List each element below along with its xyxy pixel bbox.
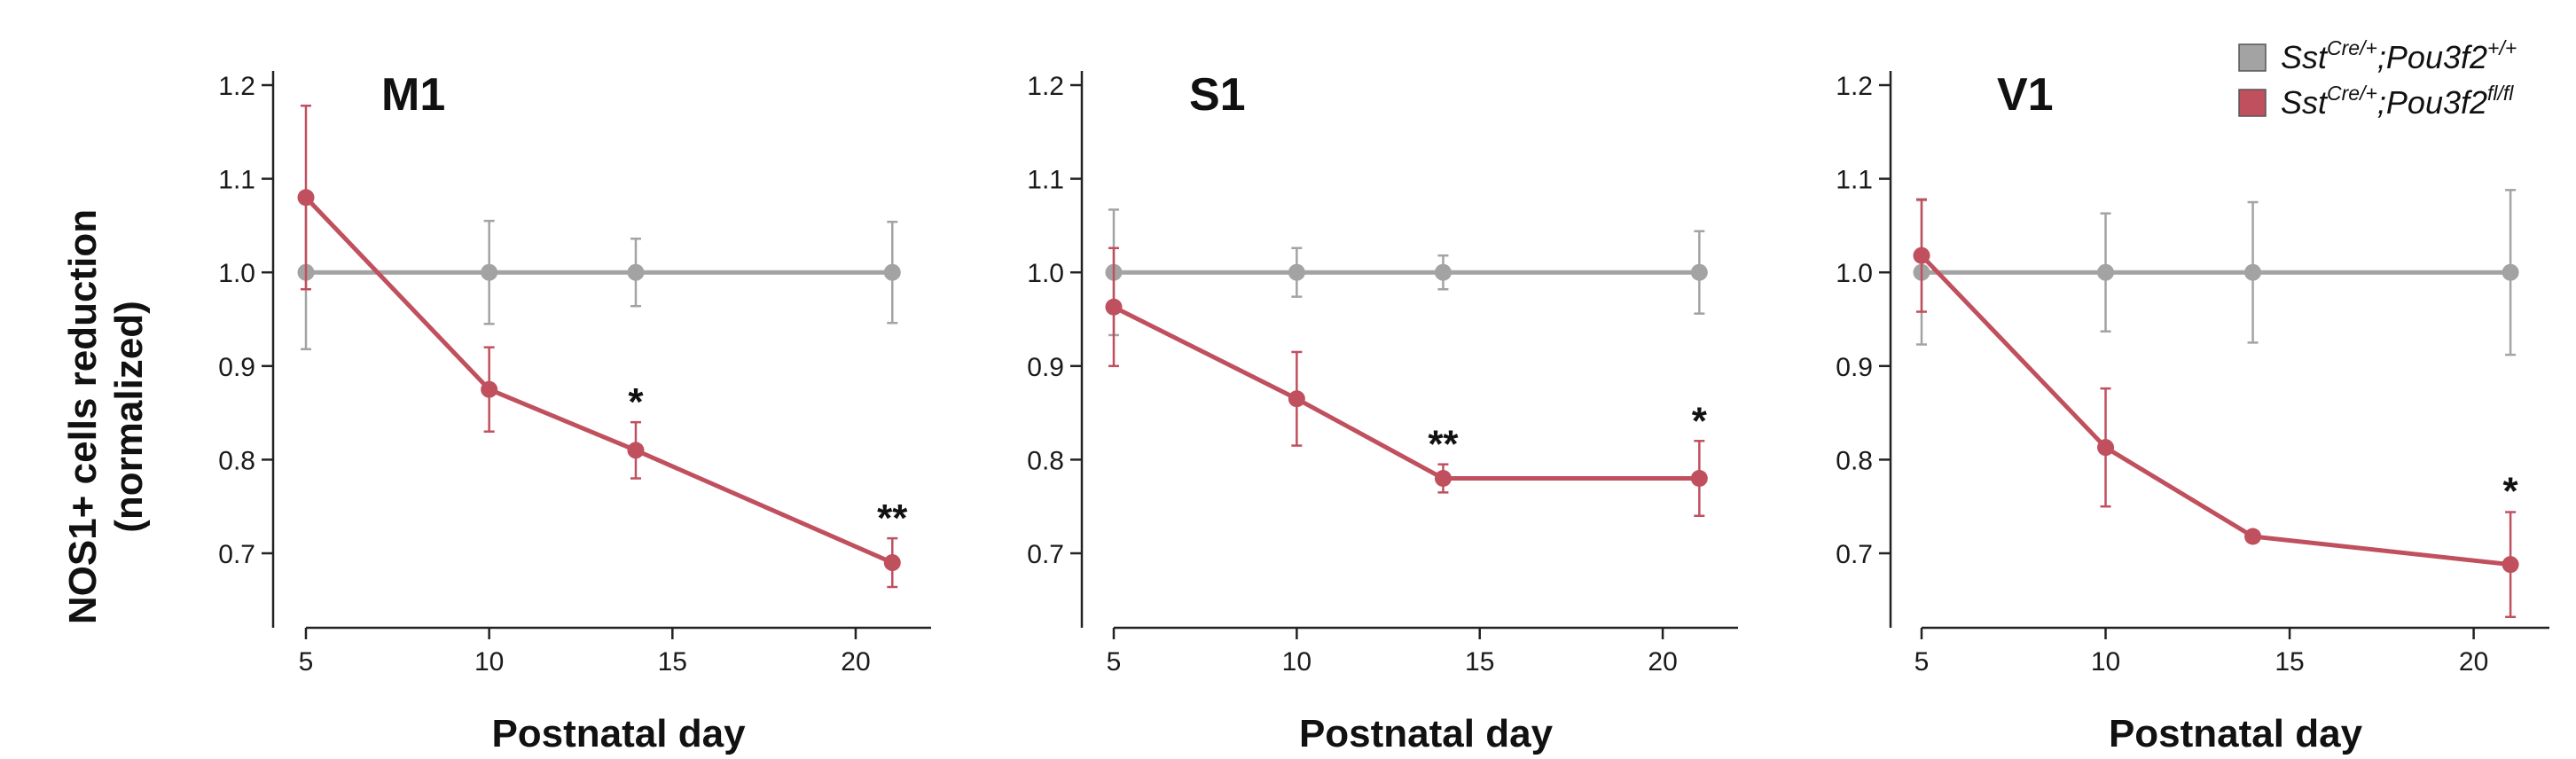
y-tick-label: 1.2 xyxy=(1836,72,1873,101)
x-axis-title: Postnatal day xyxy=(2109,712,2363,755)
x-axis-title: Postnatal day xyxy=(491,712,746,755)
data-point xyxy=(1434,263,1452,281)
x-tick-label: 15 xyxy=(658,647,687,677)
x-tick-label: 10 xyxy=(2091,647,2120,677)
x-tick-label: 5 xyxy=(299,647,314,677)
y-tick-label: 0.7 xyxy=(218,540,255,569)
x-tick-label: 20 xyxy=(841,647,870,677)
panel-s1: 1.2 1.1 1.0 0.9 0.8 0.7 5 10 15 20 Postnatal day S1… xyxy=(1027,69,1738,755)
data-point xyxy=(2502,263,2519,281)
y-tick-label: 1.0 xyxy=(1027,259,1064,288)
series-mutant xyxy=(297,104,901,589)
significance-mark: ** xyxy=(877,497,908,540)
series-mutant xyxy=(1913,198,2519,619)
data-point xyxy=(1690,470,1708,488)
data-point xyxy=(2097,439,2115,457)
y-tick-label: 1.1 xyxy=(218,166,255,195)
data-point xyxy=(2502,556,2519,574)
series-mutant xyxy=(1105,246,1708,518)
series-control xyxy=(1913,189,2519,356)
data-point xyxy=(1288,390,1305,408)
series-line xyxy=(1920,254,2511,567)
data-point xyxy=(1913,246,1930,264)
data-point xyxy=(627,442,645,459)
significance-mark: * xyxy=(1692,399,1708,442)
x-tick-label: 20 xyxy=(1648,647,1677,677)
legend-item-control: SstCre/+;Pou3f2+/+ xyxy=(2238,36,2517,75)
legend-swatch-control xyxy=(2238,43,2267,72)
y-tick-label: 0.8 xyxy=(1836,446,1873,475)
x-tick-label: 10 xyxy=(474,647,504,677)
data-point xyxy=(297,189,315,207)
y-axis-title-line1: NOS1+ cells reduction xyxy=(61,209,105,624)
y-tick-label: 1.0 xyxy=(1836,259,1873,288)
data-point xyxy=(1105,298,1123,316)
y-tick-label: 0.9 xyxy=(1027,353,1064,382)
data-point xyxy=(1288,263,1305,281)
y-tick-label: 1.2 xyxy=(218,72,255,101)
data-point xyxy=(1690,263,1708,281)
series-control xyxy=(1105,208,1708,337)
x-tick-label: 20 xyxy=(2459,647,2488,677)
series-line xyxy=(304,195,894,565)
panel-title: S1 xyxy=(1189,69,1246,121)
y-axis-title-line2: (normalized) xyxy=(107,301,151,533)
x-tick-label: 15 xyxy=(2275,647,2304,677)
data-point xyxy=(627,263,645,281)
data-point xyxy=(883,263,901,281)
x-tick-label: 10 xyxy=(1282,647,1311,677)
panel-m1: 1.2 1.1 1.0 0.9 0.8 0.7 5 10 15 20 Postnatal day M1… xyxy=(218,69,931,755)
data-point xyxy=(1434,470,1452,488)
legend-swatch-mutant xyxy=(2238,89,2267,117)
y-tick-label: 0.9 xyxy=(1836,353,1873,382)
y-tick-label: 0.8 xyxy=(218,446,255,475)
data-point xyxy=(2244,528,2262,545)
legend-label-control: SstCre/+;Pou3f2+/+ xyxy=(2281,36,2517,75)
y-tick-label: 1.1 xyxy=(1027,166,1064,195)
y-tick-label: 1.2 xyxy=(1027,72,1064,101)
panel-title: M1 xyxy=(381,69,445,121)
significance-mark: ** xyxy=(1428,423,1459,466)
legend-item-mutant: SstCre/+;Pou3f2fl/fl xyxy=(2238,82,2514,121)
panel-title: V1 xyxy=(1997,69,2054,121)
significance-mark: * xyxy=(628,380,644,424)
series-control xyxy=(297,194,901,351)
significance-mark: * xyxy=(2503,469,2519,513)
y-tick-label: 0.9 xyxy=(218,353,255,382)
y-tick-label: 1.1 xyxy=(1836,166,1873,195)
x-tick-label: 5 xyxy=(1107,647,1122,677)
data-point xyxy=(481,263,498,281)
data-point xyxy=(2244,263,2262,281)
x-tick-label: 5 xyxy=(1914,647,1930,677)
legend: SstCre/+;Pou3f2+/+ SstCre/+;Pou3f2fl/fl xyxy=(2238,36,2517,121)
y-tick-label: 0.7 xyxy=(1836,540,1873,569)
x-axis-title: Postnatal day xyxy=(1299,712,1554,755)
y-tick-label: 1.0 xyxy=(218,259,255,288)
data-point xyxy=(883,554,901,572)
x-tick-label: 15 xyxy=(1465,647,1494,677)
data-point xyxy=(2097,263,2115,281)
y-tick-label: 0.7 xyxy=(1027,540,1064,569)
y-tick-label: 0.8 xyxy=(1027,446,1064,475)
series-line xyxy=(1112,305,1700,481)
data-point xyxy=(481,380,498,398)
legend-label-mutant: SstCre/+;Pou3f2fl/fl xyxy=(2281,82,2514,121)
panel-v1: 1.2 1.1 1.0 0.9 0.8 0.7 5 10 15 20 Postnatal day V1… xyxy=(1836,69,2549,755)
